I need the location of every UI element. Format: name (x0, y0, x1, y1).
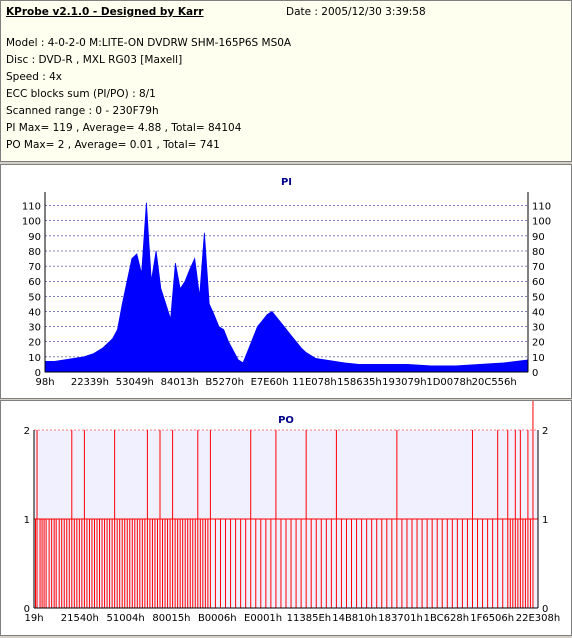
pi-chart-panel: PI 0 0 10 10 20 20 30 30 40 40 50 50 60 60 70 70 80 80 90 90… (0, 164, 572, 399)
pi-xtick: 11E078h (292, 377, 336, 388)
po-xtick: 11385Eh (287, 613, 331, 624)
po-xtick: 1BC628h (424, 613, 469, 624)
po-xtick: 1F6506h (470, 613, 514, 624)
po-chart: PO 0 0 1 1 2 2 19h 21540h 51004h 80015h B0006h E0001… (24, 401, 560, 624)
pi-ytick-right: 10 (532, 353, 545, 364)
po-ytick-right: 1 (542, 515, 548, 526)
pi-series-area (44, 202, 529, 373)
po-ytick-right: 0 (542, 604, 548, 615)
pi-chart-title: PI (281, 177, 292, 188)
po-xtick: 19h (24, 613, 43, 624)
ecc-line: ECC blocks sum (PI/PO) : 8/1 (6, 88, 156, 100)
pi-ytick-left: 20 (28, 338, 41, 349)
po-xtick: 14B810h (332, 613, 377, 624)
pi-xtick: 1D0078h (426, 377, 472, 388)
pi-ytick-left: 100 (22, 217, 41, 228)
pi-stats-line: PI Max= 119 , Average= 4.88 , Total= 841… (6, 122, 242, 134)
pi-xtick: 22339h (71, 377, 109, 388)
pi-ytick-left: 70 (28, 262, 41, 273)
po-ytick-right: 2 (542, 426, 548, 437)
pi-ytick-right: 0 (532, 368, 538, 379)
pi-xtick: 158635h (337, 377, 382, 388)
pi-ytick-left: 110 (22, 202, 41, 213)
pi-ytick-right: 40 (532, 307, 545, 318)
po-xtick: 21540h (61, 613, 99, 624)
range-line: Scanned range : 0 - 230F79h (6, 105, 159, 117)
po-xtick: E0001h (244, 613, 282, 624)
po-chart-panel: PO 0 0 1 1 2 2 19h 21540h 51004h 80015h B0006h E0001… (0, 400, 572, 636)
speed-line: Speed : 4x (6, 71, 63, 83)
model-line: Model : 4-0-2-0 M:LITE-ON DVDRW SHM-165P… (6, 37, 292, 49)
pi-ytick-right: 20 (532, 338, 545, 349)
pi-xtick: 193079h (382, 377, 427, 388)
pi-ytick-left: 80 (28, 247, 41, 258)
po-xtick: B0006h (198, 613, 237, 624)
pi-ytick-left: 90 (28, 232, 41, 243)
pi-xtick: B5270h (205, 377, 244, 388)
po-ytick-left: 0 (24, 604, 30, 615)
pi-chart: PI 0 0 10 10 20 20 30 30 40 40 50 50 60 60 70 70 80 80 90 90… (22, 177, 551, 388)
pi-ytick-right: 100 (532, 217, 551, 228)
disc-line: Disc : DVD-R , MXL RG03 [Maxell] (6, 54, 183, 66)
po-stats-line: PO Max= 2 , Average= 0.01 , Total= 741 (6, 139, 220, 151)
pi-xtick: 84013h (161, 377, 199, 388)
pi-ytick-right: 110 (532, 202, 551, 213)
po-xtick: 22E308h (516, 613, 560, 624)
pi-ytick-right: 90 (532, 232, 545, 243)
po-chart-title: PO (278, 415, 294, 426)
info-panel: KProbe v2.1.0 - Designed by Karr Date : … (0, 0, 572, 162)
pi-ytick-left: 40 (28, 307, 41, 318)
po-ytick-left: 1 (24, 515, 30, 526)
pi-xtick: 53049h (116, 377, 154, 388)
app-title: KProbe v2.1.0 - Designed by Karr (6, 6, 204, 18)
pi-ytick-left: 50 (28, 292, 41, 303)
po-ytick-left: 2 (24, 426, 30, 437)
pi-ytick-right: 50 (532, 292, 545, 303)
pi-xtick: E7E60h (251, 377, 289, 388)
pi-ytick-right: 60 (532, 277, 545, 288)
pi-xtick: 98h (35, 377, 54, 388)
pi-ytick-left: 60 (28, 277, 41, 288)
pi-ytick-left: 0 (35, 368, 41, 379)
pi-ytick-left: 10 (28, 353, 41, 364)
pi-ytick-left: 30 (28, 323, 41, 334)
scan-date: Date : 2005/12/30 3:39:58 (286, 6, 426, 18)
pi-xtick: 20C556h (472, 377, 517, 388)
pi-ytick-right: 80 (532, 247, 545, 258)
po-xtick: 51004h (107, 613, 145, 624)
pi-ytick-right: 30 (532, 323, 545, 334)
po-xtick: 183701h (378, 613, 423, 624)
pi-ytick-right: 70 (532, 262, 545, 273)
po-xtick: 80015h (152, 613, 190, 624)
